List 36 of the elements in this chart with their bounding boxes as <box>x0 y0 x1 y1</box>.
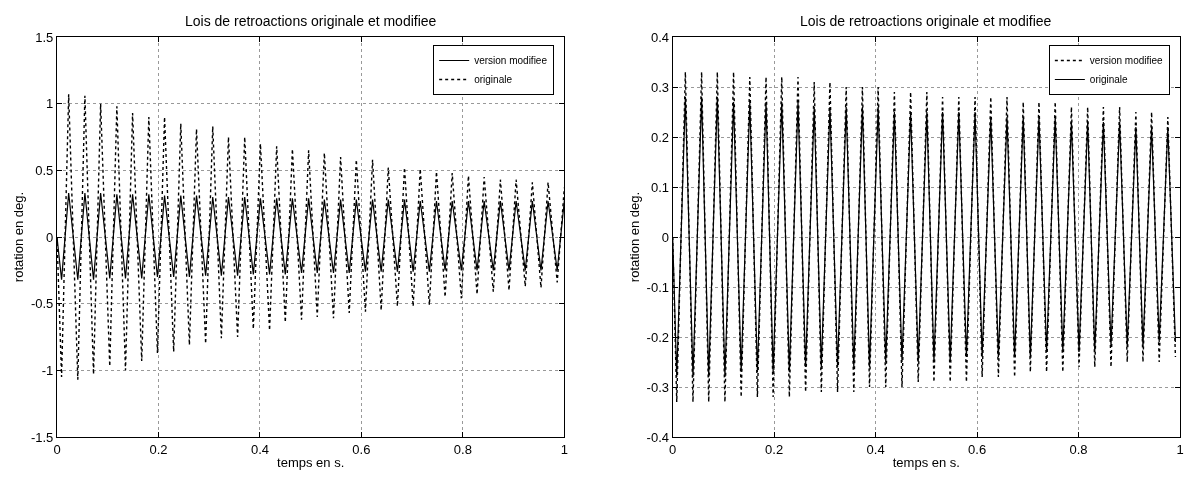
x-axis-title: temps en s. <box>892 455 960 471</box>
y-tick-label: 0.3 <box>650 79 669 95</box>
y-axis-title: rotation en deg. <box>10 191 26 283</box>
legend-label: originale <box>1089 74 1129 86</box>
y-tick-label: -0.5 <box>30 296 54 312</box>
legend-label: version modifiee <box>474 55 548 67</box>
chart-title: Lois de retroactions originale et modifiee <box>185 13 437 29</box>
y-tick-label: 0.5 <box>35 162 54 178</box>
y-tick-label: 0 <box>661 229 669 245</box>
x-tick-label: 0.2 <box>765 441 784 457</box>
y-axis-title: rotation en deg. <box>626 191 642 283</box>
y-tick-label: 0.2 <box>650 129 669 145</box>
x-tick-label: 0.8 <box>1069 441 1088 457</box>
y-tick-label: 1 <box>46 96 54 112</box>
x-axis-title: temps en s. <box>277 455 345 471</box>
x-tick-label: 0.2 <box>149 441 168 457</box>
y-tick-label: -0.3 <box>646 379 669 395</box>
x-tick-label: 0.6 <box>968 441 987 457</box>
y-tick-label: -1.5 <box>30 429 54 445</box>
chart-title: Lois de retroactions originale et modifiee <box>800 13 1052 29</box>
x-tick-label: 0.4 <box>250 441 269 457</box>
y-tick-label: -0.2 <box>646 329 669 345</box>
y-tick-label: -1 <box>41 362 54 378</box>
legend-label: originale <box>474 74 513 86</box>
x-tick-label: 0.8 <box>453 441 472 457</box>
y-tick-label: 0 <box>46 229 54 245</box>
y-tick-label: 0.1 <box>650 179 669 195</box>
x-tick-label: 1 <box>560 441 568 457</box>
x-tick-label: 0.4 <box>866 441 885 457</box>
x-tick-label: 1 <box>1176 441 1184 457</box>
y-tick-label: 1.5 <box>35 29 54 45</box>
y-tick-label: 0.4 <box>650 29 669 45</box>
y-tick-label: -0.4 <box>646 429 669 445</box>
x-tick-label: 0.6 <box>352 441 371 457</box>
y-tick-label: -0.1 <box>646 279 669 295</box>
legend-label: version modifiee <box>1089 55 1164 67</box>
